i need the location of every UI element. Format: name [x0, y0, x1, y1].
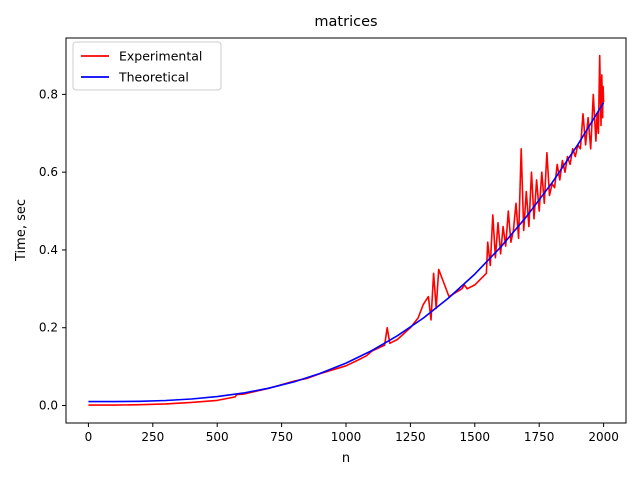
y-tick-label: 0.6 — [39, 165, 58, 179]
y-tick-label: 0.4 — [39, 243, 58, 257]
y-tick-label: 0.0 — [39, 399, 58, 413]
x-tick-label: 1500 — [460, 430, 491, 444]
y-tick-label: 0.2 — [39, 321, 58, 335]
x-tick-label: 2000 — [588, 430, 619, 444]
x-axis-label: n — [342, 451, 350, 466]
x-tick-label: 0 — [85, 430, 93, 444]
x-tick-label: 1000 — [331, 430, 362, 444]
x-axis-ticks: 0 250 500 750 1000 1250 1500 1750 2000 — [85, 423, 619, 444]
y-axis-label: Time, sec — [14, 199, 29, 262]
y-tick-label: 0.8 — [39, 87, 58, 101]
y-axis-ticks: 0.0 0.2 0.4 0.6 0.8 — [39, 87, 66, 413]
x-tick-label: 1250 — [395, 430, 426, 444]
series-layer — [88, 54, 605, 406]
x-tick-label: 250 — [141, 430, 164, 444]
series-line-experimental — [88, 54, 605, 406]
chart-title: matrices — [314, 14, 377, 30]
x-tick-label: 1750 — [524, 430, 555, 444]
legend-label-theoretical: Theoretical — [118, 70, 189, 85]
x-tick-label: 500 — [206, 430, 229, 444]
legend-label-experimental: Experimental — [119, 49, 202, 64]
series-line-theoretical — [88, 102, 605, 403]
legend: Experimental Theoretical — [72, 41, 222, 91]
x-tick-label: 750 — [270, 430, 293, 444]
legend-box — [72, 41, 222, 91]
